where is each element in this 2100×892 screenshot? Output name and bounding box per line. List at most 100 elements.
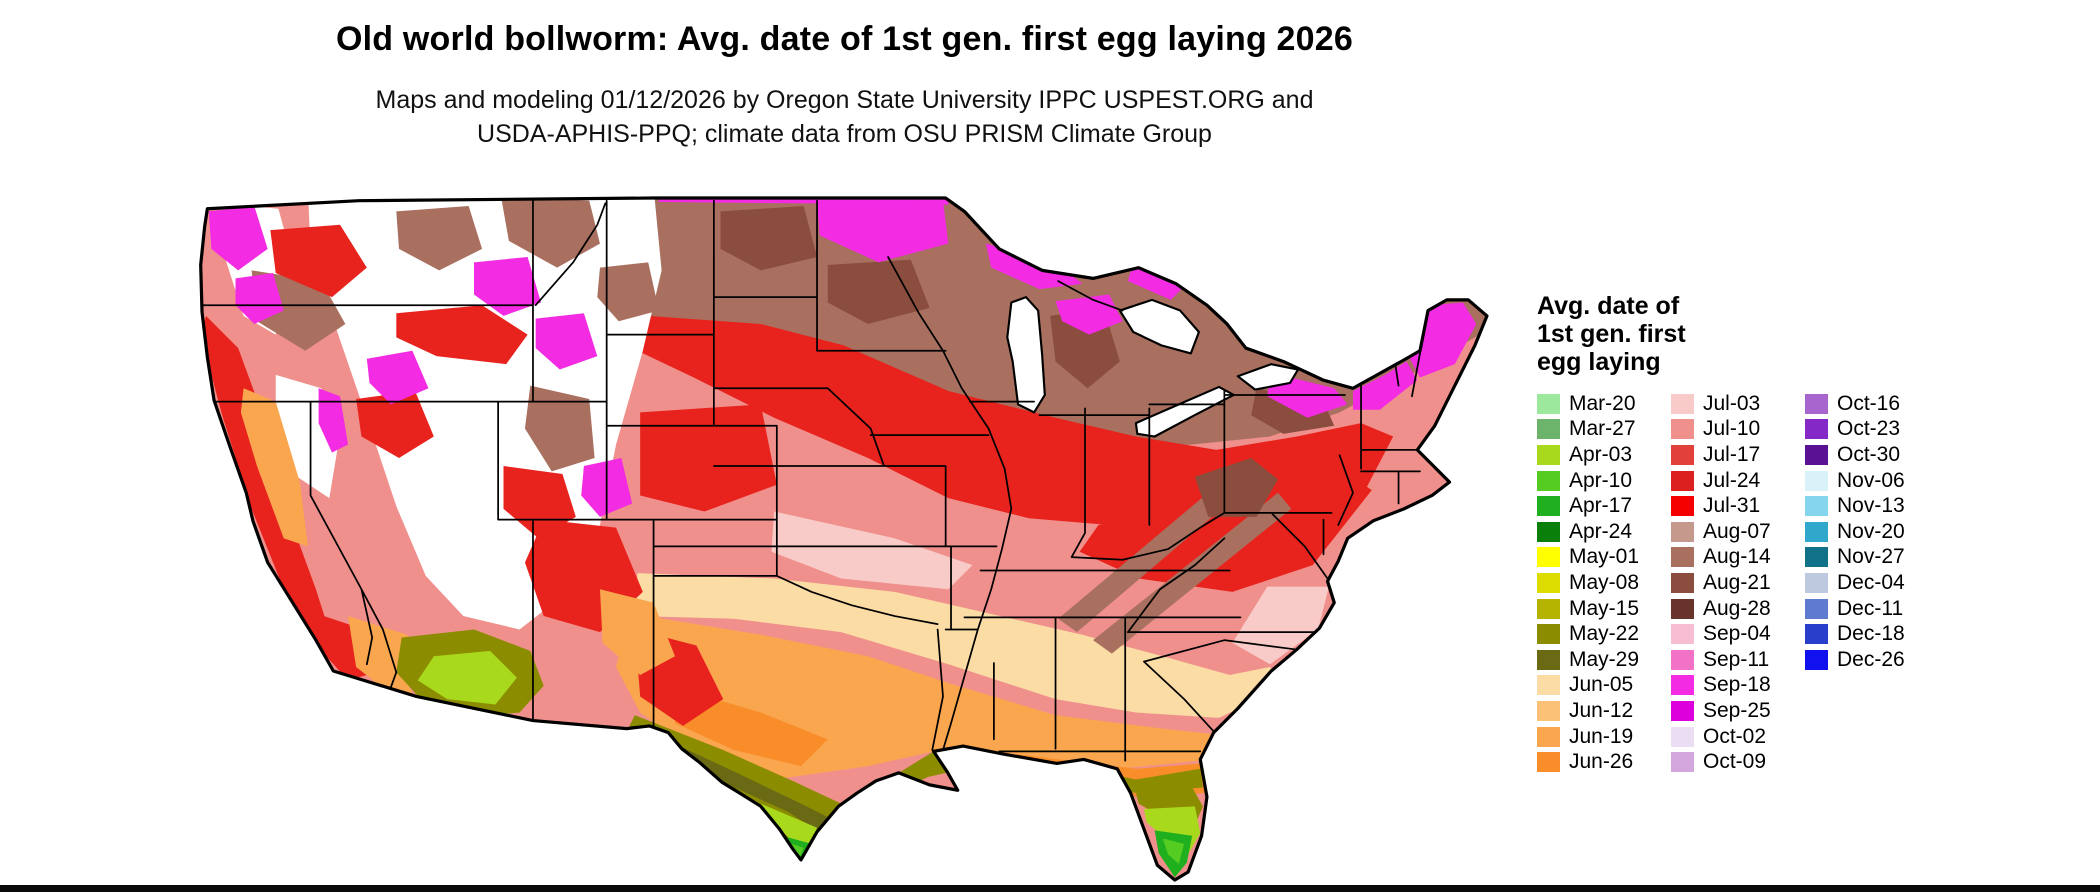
legend-color-swatch	[1671, 624, 1694, 645]
legend-item: Mar-27	[1537, 417, 1671, 443]
us-map-svg	[199, 196, 1489, 882]
state-borders	[200, 199, 1429, 762]
legend-item: Aug-07	[1671, 519, 1805, 545]
legend-item: Oct-30	[1805, 442, 1965, 468]
bottom-edge	[0, 885, 2100, 892]
legend-item: Oct-02	[1671, 724, 1805, 750]
legend-date-label: Nov-06	[1837, 468, 1905, 492]
legend-color-swatch	[1671, 470, 1694, 491]
legend-date-label: Oct-16	[1837, 391, 1901, 415]
legend-date-label: Jul-17	[1703, 442, 1761, 466]
legend-item: Dec-18	[1805, 621, 1965, 647]
legend-date-label: Jul-10	[1703, 417, 1761, 441]
legend-date-label: Aug-21	[1703, 570, 1771, 594]
legend-item: Sep-04	[1671, 621, 1805, 647]
legend-item: May-08	[1537, 570, 1671, 596]
legend-color-swatch	[1671, 700, 1694, 721]
legend-color-swatch	[1537, 419, 1560, 440]
legend-item: Apr-24	[1537, 519, 1671, 545]
legend-item: Oct-23	[1805, 417, 1965, 443]
subtitle-line-1: Maps and modeling 01/12/2026 by Oregon S…	[375, 86, 1314, 114]
legend-columns: Mar-20 Mar-27 Apr-03 Apr-10 Apr-17 Apr-24 May-…	[1537, 391, 2097, 775]
legend-color-swatch	[1671, 649, 1694, 670]
legend-date-label: Aug-14	[1703, 545, 1771, 569]
us-map	[198, 187, 1491, 887]
legend-color-swatch	[1805, 572, 1828, 593]
legend-color-swatch	[1537, 624, 1560, 645]
legend-date-label: Oct-02	[1703, 724, 1767, 748]
legend-date-label: Nov-20	[1837, 519, 1905, 543]
legend-date-label: Sep-18	[1703, 673, 1771, 697]
legend-date-label: Apr-24	[1569, 519, 1633, 543]
legend-item: Apr-10	[1537, 468, 1671, 494]
legend-item: Nov-27	[1805, 545, 1965, 571]
legend-date-label: Nov-27	[1837, 545, 1905, 569]
great-lakes	[1006, 296, 1300, 438]
legend-color-swatch	[1671, 419, 1694, 440]
legend-color-swatch	[1537, 700, 1560, 721]
legend-color-swatch	[1805, 598, 1828, 619]
legend-color-swatch	[1537, 752, 1560, 773]
legend-color-swatch	[1805, 444, 1828, 465]
legend-title-line-2: 1st gen. first	[1537, 320, 1686, 348]
legend-date-label: Oct-23	[1837, 417, 1901, 441]
subtitle-line-2: USDA-APHIS-PPQ; climate data from OSU PR…	[477, 120, 1212, 148]
legend-color-swatch	[1805, 521, 1828, 542]
legend-date-label: Apr-03	[1569, 442, 1633, 466]
legend-color-swatch	[1537, 470, 1560, 491]
legend-date-label: Sep-11	[1703, 647, 1770, 671]
legend-date-label: May-22	[1569, 622, 1640, 646]
legend-title-line-3: egg laying	[1537, 348, 1661, 376]
legend-item: Oct-16	[1805, 391, 1965, 417]
legend-color-swatch	[1537, 572, 1560, 593]
legend-date-label: Dec-04	[1837, 570, 1905, 594]
legend-item: Nov-06	[1805, 468, 1965, 494]
legend-column: Mar-20 Mar-27 Apr-03 Apr-10 Apr-17 Apr-24 May-…	[1537, 391, 1671, 775]
legend-date-label: Jun-12	[1569, 698, 1634, 722]
legend-color-swatch	[1537, 675, 1560, 696]
legend-color-swatch	[1671, 572, 1694, 593]
us-outline	[199, 196, 1489, 882]
legend-color-swatch	[1671, 496, 1694, 517]
legend-color-swatch	[1537, 547, 1560, 568]
legend-date-label: Sep-04	[1703, 622, 1771, 646]
legend-item: Apr-17	[1537, 493, 1671, 519]
legend-item: Aug-14	[1671, 545, 1805, 571]
legend-date-label: Sep-25	[1703, 698, 1771, 722]
map-color-regions	[200, 198, 1487, 881]
legend-color-swatch	[1805, 393, 1828, 414]
legend-color-swatch	[1671, 444, 1694, 465]
legend-color-swatch	[1805, 470, 1828, 491]
legend-item: Jun-05	[1537, 673, 1671, 699]
legend-color-swatch	[1537, 726, 1560, 747]
legend-item: Jul-17	[1671, 442, 1805, 468]
legend-color-swatch	[1805, 496, 1828, 517]
legend-title: Avg. date of 1st gen. first egg laying	[1537, 292, 2097, 376]
legend-color-swatch	[1671, 675, 1694, 696]
legend-item: Sep-18	[1671, 673, 1805, 699]
legend-item: Jun-19	[1537, 724, 1671, 750]
legend-date-label: May-15	[1569, 596, 1640, 620]
legend-date-label: Dec-11	[1837, 596, 1904, 620]
legend-date-label: Dec-18	[1837, 622, 1905, 646]
legend-color-swatch	[1671, 752, 1694, 773]
legend-date-label: Apr-17	[1569, 494, 1633, 518]
legend-item: Aug-28	[1671, 596, 1805, 622]
legend-item: May-01	[1537, 545, 1671, 571]
legend-date-label: Oct-09	[1703, 750, 1767, 774]
legend-item: May-22	[1537, 621, 1671, 647]
figure-header: Old world bollworm: Avg. date of 1st gen…	[198, 20, 1491, 151]
legend-item: Jul-24	[1671, 468, 1805, 494]
legend-item: Oct-09	[1671, 749, 1805, 775]
legend-color-swatch	[1537, 496, 1560, 517]
legend-date-label: Jun-19	[1569, 724, 1634, 748]
legend-color-swatch	[1805, 649, 1828, 670]
legend-date-label: Dec-26	[1837, 647, 1905, 671]
page-title: Old world bollworm: Avg. date of 1st gen…	[335, 20, 1353, 58]
legend-color-swatch	[1537, 521, 1560, 542]
legend-date-label: Mar-27	[1569, 417, 1636, 441]
legend-item: Dec-11	[1805, 596, 1965, 622]
legend-item: Mar-20	[1537, 391, 1671, 417]
legend-date-label: Aug-07	[1703, 519, 1771, 543]
